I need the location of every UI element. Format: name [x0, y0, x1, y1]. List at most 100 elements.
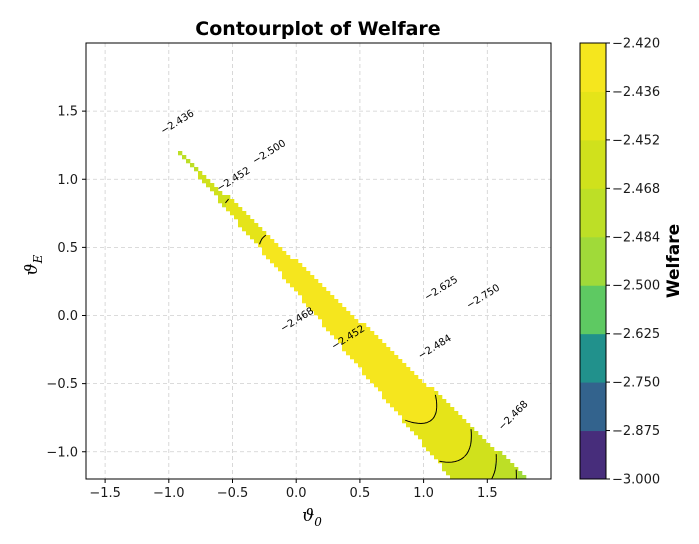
contour-cell [422, 407, 427, 412]
contour-value-label: −2.468 [279, 306, 316, 335]
contour-cell [362, 363, 367, 368]
contour-cell [394, 375, 399, 380]
contour-cell [318, 291, 323, 296]
contour-cell [262, 251, 267, 256]
contour-cell [402, 399, 407, 404]
contour-cell [294, 279, 299, 284]
contour-cell [382, 363, 387, 368]
contour-cell [474, 467, 479, 472]
contour-cell [482, 443, 487, 448]
contour-cell [198, 175, 203, 180]
contour-cell [390, 383, 395, 388]
contour-cell [446, 407, 451, 412]
contour-cell [322, 291, 327, 296]
contour-cell [498, 471, 503, 476]
contour-cell [394, 363, 399, 368]
contour-cell [490, 459, 495, 464]
contour-cell [422, 395, 427, 400]
contour-cell [406, 391, 411, 396]
contour-cell [350, 335, 355, 340]
contour-cell [454, 415, 459, 420]
contour-cell [382, 355, 387, 360]
colorbar-segment [580, 333, 606, 383]
contour-cell [410, 379, 415, 384]
contour-cell [274, 255, 279, 260]
contour-cell [414, 411, 419, 416]
y-tick-label: 1.5 [57, 105, 78, 120]
contour-cell [242, 227, 247, 232]
contour-cell [322, 323, 327, 328]
contour-cell [502, 471, 507, 476]
contour-cell [514, 467, 519, 472]
contour-cell [326, 323, 331, 328]
contour-cell [394, 391, 399, 396]
contour-cell [358, 335, 363, 340]
x-axis-label: ϑ0 [302, 506, 322, 529]
contour-cell [354, 327, 359, 332]
contour-cell [458, 419, 463, 424]
contour-cell [430, 391, 435, 396]
contour-cell [498, 455, 503, 460]
contour-lines [225, 198, 517, 479]
contour-cell [382, 371, 387, 376]
contour-cell [266, 235, 271, 240]
contour-cell [402, 411, 407, 416]
contour-cell [438, 455, 443, 460]
contour-cell [374, 339, 379, 344]
contour-cell [386, 347, 391, 352]
contour-cell [506, 471, 511, 476]
contour-cell [290, 263, 295, 268]
contour-cell [266, 239, 271, 244]
contour-cell [366, 339, 371, 344]
contour-cell [302, 295, 307, 300]
contour-cell [426, 387, 431, 392]
colorbar: −3.000 −2.875 −2.750 −2.625 −2.500 −2.484 −2.4… [579, 37, 660, 488]
x-tick-label: −1.0 [153, 486, 185, 501]
contour-cell [410, 387, 415, 392]
contour-cell [422, 383, 427, 388]
contour-cell [438, 431, 443, 436]
contour-cell [354, 331, 359, 336]
contour-cell [466, 431, 471, 436]
contour-cell [430, 407, 435, 412]
contour-cell [478, 471, 483, 476]
contour-cell [490, 471, 495, 476]
contour-cell [326, 319, 331, 324]
contour-cell [494, 475, 499, 479]
contour-cell [318, 287, 323, 292]
contour-cell [418, 403, 423, 408]
contour-cell [466, 423, 471, 428]
contour-cell [450, 431, 455, 436]
contour-cell [342, 323, 347, 328]
contour-cell [270, 243, 275, 248]
contour-cell [394, 399, 399, 404]
contour-cell [258, 239, 263, 244]
contour-cell [422, 387, 427, 392]
contour-cell [374, 371, 379, 376]
contour-value-label: −2.468 [497, 399, 531, 433]
contour-cell [450, 419, 455, 424]
contour-cell [306, 275, 311, 280]
contour-cell [418, 423, 423, 428]
contour-cell [418, 383, 423, 388]
contour-cell [450, 463, 455, 468]
contour-cell [434, 451, 439, 456]
contour-cell [458, 455, 463, 460]
contour-cell [458, 475, 463, 479]
contour-cell [474, 431, 479, 436]
contour-cell [426, 399, 431, 404]
contour-cell [390, 371, 395, 376]
contour-cell [374, 379, 379, 384]
contour-cell [362, 335, 367, 340]
contour-cell [478, 463, 483, 468]
contour-cell [342, 319, 347, 324]
contour-cell [398, 359, 403, 364]
contour-cell [386, 383, 391, 388]
contour-cell [450, 447, 455, 452]
contour-cell [466, 439, 471, 444]
contour-cell [338, 339, 343, 344]
contour-cell [438, 427, 443, 432]
contour-cell [438, 403, 443, 408]
contour-cell [466, 455, 471, 460]
contour-cell [394, 395, 399, 400]
